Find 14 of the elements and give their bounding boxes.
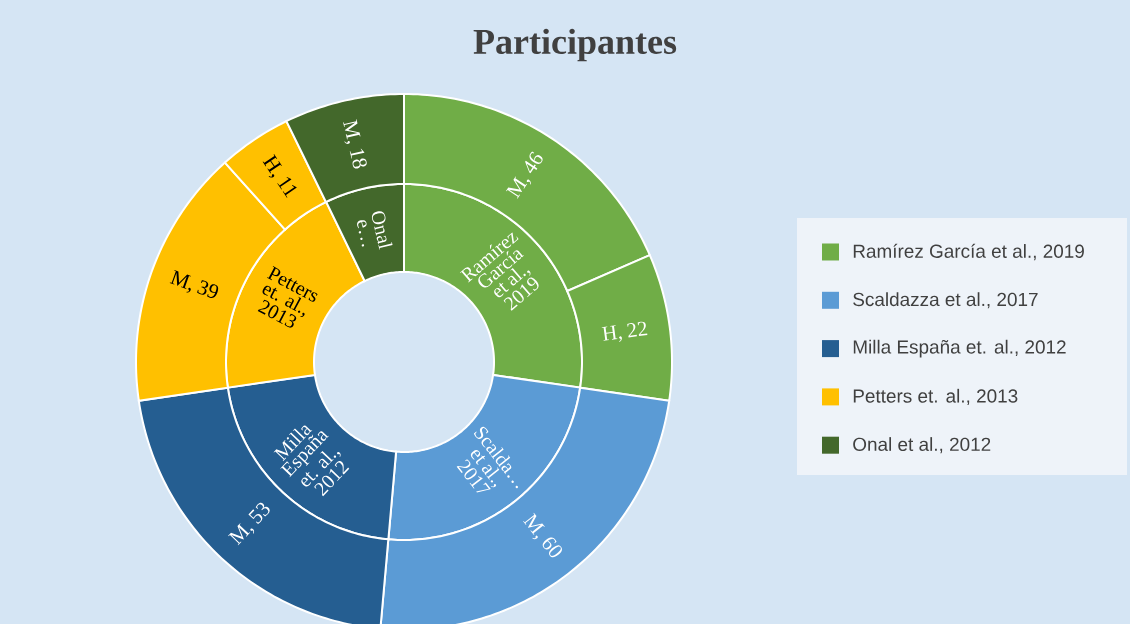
legend-label: Milla España et. al., 2012 [853,339,1066,358]
legend-label: Petters et. al., 2013 [853,388,1018,405]
legend-label: Onal et al., 2012 [853,437,991,454]
text: Onal e… [357,211,393,250]
data-label: M, 53 [228,502,270,546]
legend-label: Ramírez García et al., 2019 [853,243,1084,261]
data-label: H, 22 [601,321,648,342]
chart-title: Participantes [473,28,677,62]
legend-label: Scaldazza et al., 2017 [853,292,1038,309]
data-label: M, 46 [505,151,543,199]
data-label: M, 39 [169,270,219,299]
data-label: M, 60 [523,512,562,558]
data-label: H, 11 [262,154,297,198]
data-label: M, 18 [343,119,367,169]
